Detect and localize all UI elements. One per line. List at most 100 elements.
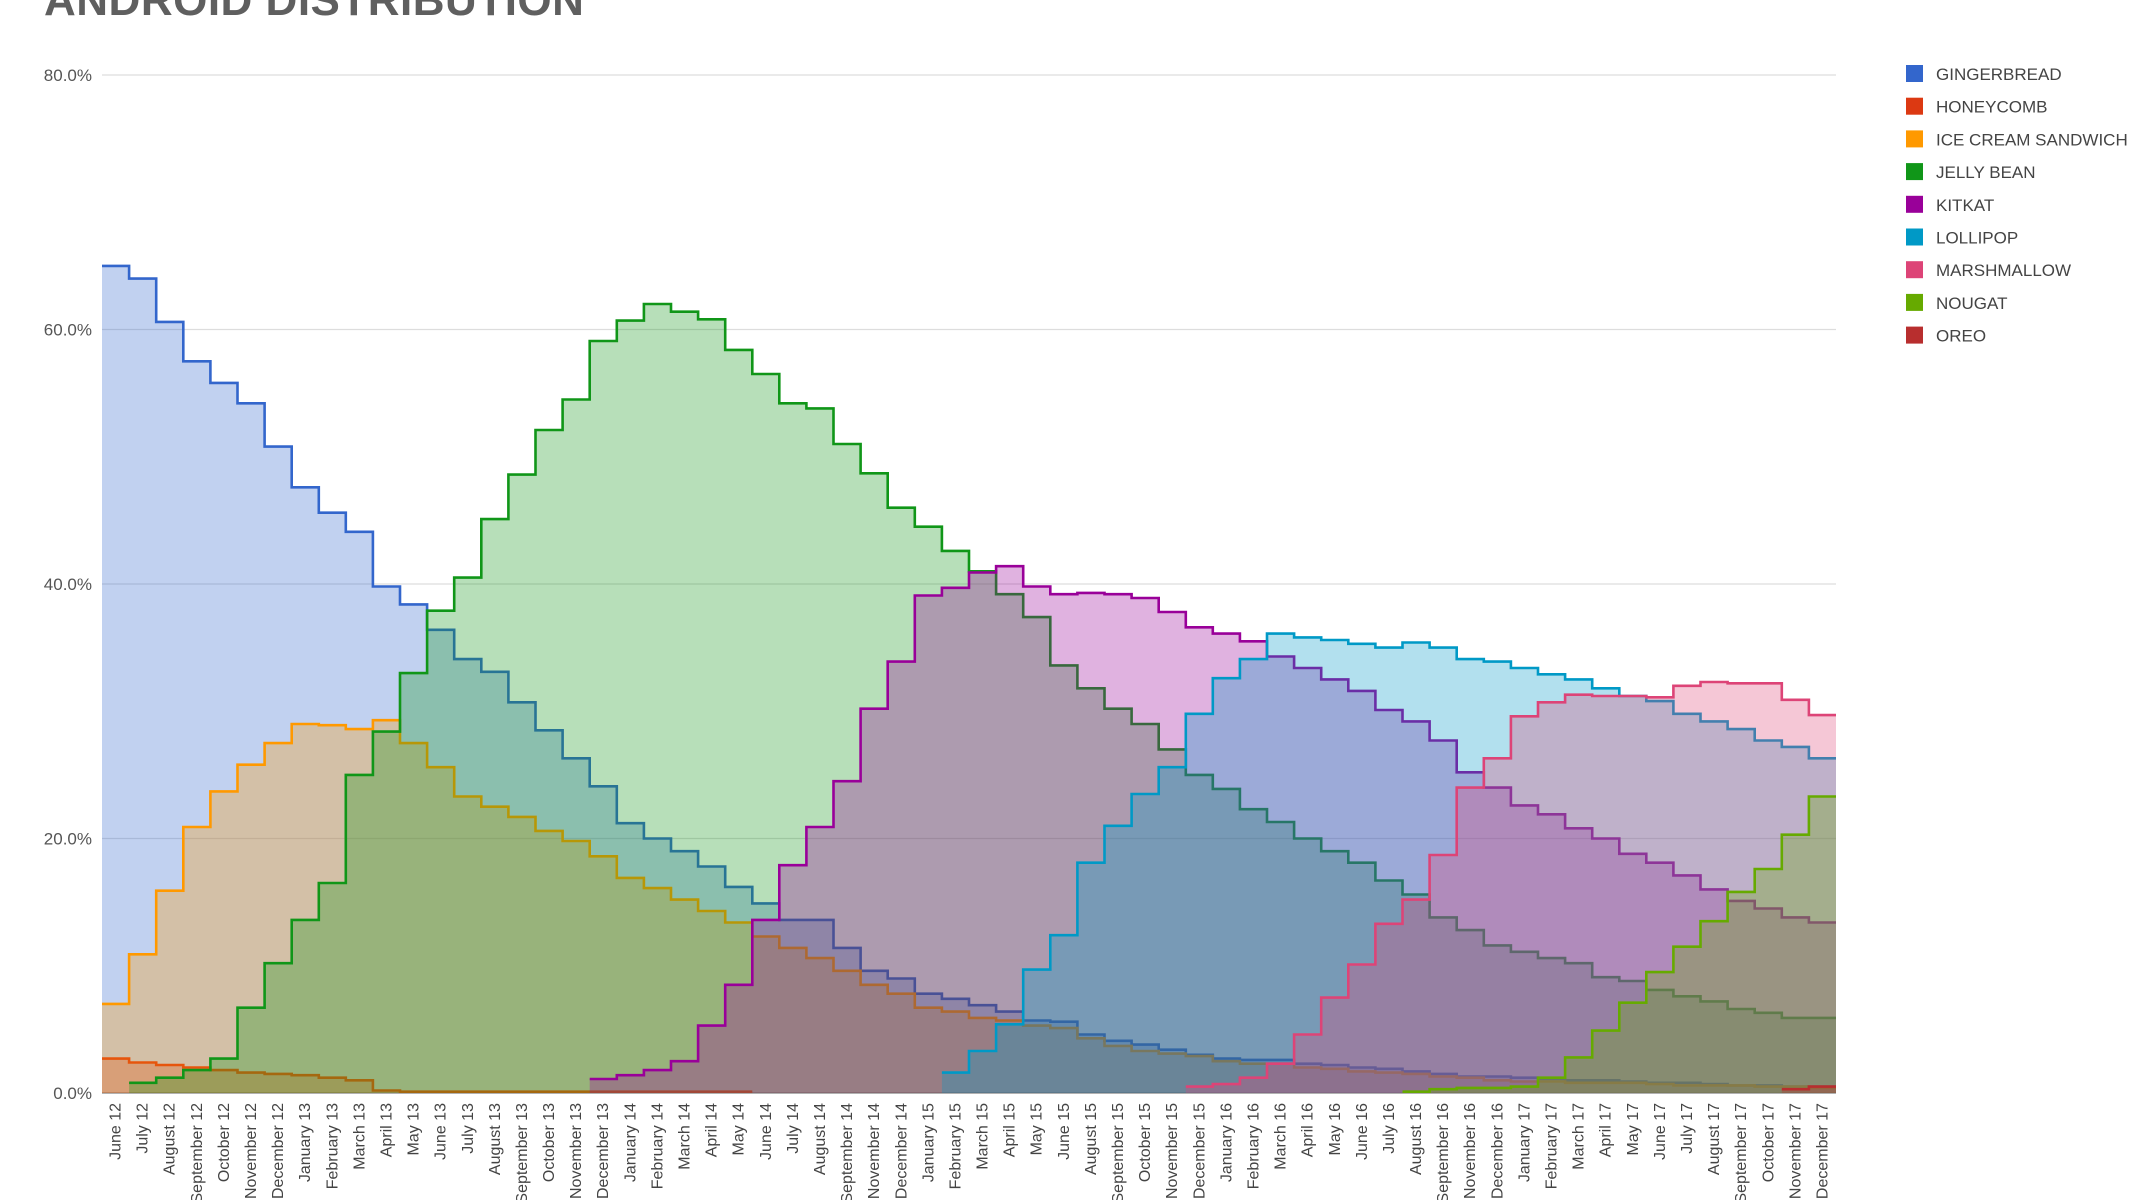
legend-label: MARSHMALLOW — [1936, 261, 2071, 280]
legend-label: LOLLIPOP — [1936, 229, 2018, 248]
x-tick-label: March 17 — [1571, 1103, 1588, 1170]
legend-swatch — [1906, 130, 1923, 148]
x-axis: June 12 July 12 August 12 September 12 Octob… — [108, 1103, 1832, 1200]
y-tick-label: 0.0% — [53, 1084, 92, 1103]
x-tick-label: October 17 — [1760, 1103, 1777, 1182]
line-kitkat — [589, 564, 1836, 1081]
x-tick-label: June 17 — [1652, 1103, 1669, 1160]
x-tick-label: February 16 — [1246, 1103, 1263, 1189]
x-tick-label: July 13 — [460, 1103, 477, 1154]
x-tick-label: December 13 — [595, 1103, 612, 1199]
x-tick-label: September 15 — [1110, 1103, 1127, 1200]
x-tick-label: October 12 — [216, 1103, 233, 1182]
x-tick-label: January 13 — [297, 1103, 314, 1182]
line-ice-cream-sandwich — [102, 718, 1836, 1090]
area-lollipop — [941, 633, 1836, 1093]
x-tick-label: December 12 — [270, 1103, 287, 1199]
legend-label: NOUGAT — [1936, 294, 2007, 313]
line-oreo — [1781, 1085, 1836, 1091]
x-tick-label: January 14 — [622, 1103, 639, 1182]
x-tick-label: April 13 — [379, 1103, 396, 1157]
x-tick-label: March 16 — [1273, 1103, 1290, 1170]
y-axis: 0.0% 20.0% 40.0% 60.0% 80.0% — [44, 66, 92, 1103]
x-tick-label: November 17 — [1787, 1103, 1804, 1199]
x-tick-label: April 15 — [1002, 1103, 1019, 1157]
x-tick-label: December 16 — [1489, 1103, 1506, 1199]
x-tick-label: September 12 — [189, 1103, 206, 1200]
x-tick-label: June 12 — [108, 1103, 125, 1160]
y-tick-label: 20.0% — [44, 830, 92, 849]
x-tick-label: November 12 — [243, 1103, 260, 1199]
legend-label: JELLY BEAN — [1936, 163, 2036, 182]
legend-label: HONEYCOMB — [1936, 98, 2047, 117]
y-tick-label: 40.0% — [44, 575, 92, 594]
x-tick-label: September 14 — [839, 1103, 856, 1200]
x-tick-label: May 13 — [406, 1103, 423, 1156]
x-tick-label: February 17 — [1544, 1103, 1561, 1189]
x-tick-label: November 14 — [866, 1103, 883, 1199]
x-tick-label: August 16 — [1408, 1103, 1425, 1175]
x-tick-label: October 15 — [1137, 1103, 1154, 1182]
x-tick-label: November 16 — [1462, 1103, 1479, 1199]
legend-swatch — [1906, 228, 1923, 246]
x-tick-label: October 13 — [541, 1103, 558, 1182]
x-tick-label: August 13 — [487, 1103, 504, 1175]
x-tick-label: March 13 — [351, 1103, 368, 1170]
legend-label: OREO — [1936, 327, 1986, 346]
x-tick-label: January 15 — [920, 1103, 937, 1182]
area-gingerbread — [102, 265, 1836, 1093]
x-tick-label: April 16 — [1300, 1103, 1317, 1157]
x-tick-label: September 16 — [1435, 1103, 1452, 1200]
legend-swatch — [1906, 293, 1923, 311]
x-tick-label: January 16 — [1218, 1103, 1235, 1182]
legend-swatch — [1906, 163, 1923, 181]
x-tick-label: August 17 — [1706, 1103, 1723, 1175]
legend-label: ICE CREAM SANDWICH — [1936, 130, 2128, 149]
x-tick-label: May 16 — [1327, 1103, 1344, 1156]
legend-label: KITKAT — [1936, 196, 1994, 215]
x-tick-label: May 14 — [731, 1103, 748, 1156]
legend-swatch — [1906, 65, 1923, 82]
x-tick-label: August 15 — [1083, 1103, 1100, 1175]
x-tick-label: March 15 — [975, 1103, 992, 1170]
x-tick-label: December 17 — [1815, 1103, 1832, 1199]
x-tick-label: September 17 — [1733, 1103, 1750, 1200]
legend-swatch — [1906, 97, 1923, 115]
line-honeycomb — [102, 1057, 753, 1093]
x-tick-label: August 12 — [162, 1103, 179, 1175]
y-tick-label: 80.0% — [44, 66, 92, 85]
x-tick-label: June 14 — [758, 1103, 775, 1160]
legend-label: GINGERBREAD — [1936, 65, 2062, 84]
legend-swatch — [1906, 195, 1923, 213]
legend-swatch — [1906, 261, 1923, 279]
x-tick-label: December 15 — [1191, 1103, 1208, 1199]
line-gingerbread — [102, 264, 1836, 1088]
x-tick-label: February 14 — [649, 1103, 666, 1189]
x-tick-label: January 17 — [1516, 1103, 1533, 1182]
line-marshmallow — [1185, 680, 1836, 1088]
x-tick-label: June 15 — [1056, 1103, 1073, 1160]
x-tick-label: December 14 — [893, 1103, 910, 1199]
x-tick-label: August 14 — [812, 1103, 829, 1175]
chart-title: ANDROID DISTRIBUTION — [44, 0, 585, 25]
x-tick-label: September 13 — [514, 1103, 531, 1200]
x-tick-label: March 14 — [677, 1103, 694, 1170]
area-ice-cream-sandwich — [102, 720, 1836, 1093]
x-tick-label: July 14 — [785, 1103, 802, 1154]
line-nougat — [1402, 795, 1836, 1093]
y-tick-label: 60.0% — [44, 321, 92, 340]
series-areas — [102, 264, 1837, 1093]
x-tick-label: May 17 — [1625, 1103, 1642, 1156]
x-tick-label: July 16 — [1381, 1103, 1398, 1154]
x-tick-label: July 12 — [135, 1103, 152, 1154]
x-tick-label: May 15 — [1029, 1103, 1046, 1156]
x-tick-label: April 14 — [704, 1103, 721, 1157]
x-tick-label: July 17 — [1679, 1103, 1696, 1154]
x-tick-label: June 13 — [433, 1103, 450, 1160]
area-honeycomb — [102, 1058, 753, 1093]
x-tick-label: February 13 — [324, 1103, 341, 1189]
x-tick-label: April 17 — [1598, 1103, 1615, 1157]
x-tick-label: June 16 — [1354, 1103, 1371, 1160]
x-tick-label: November 13 — [568, 1103, 585, 1199]
line-lollipop — [941, 632, 1836, 1074]
